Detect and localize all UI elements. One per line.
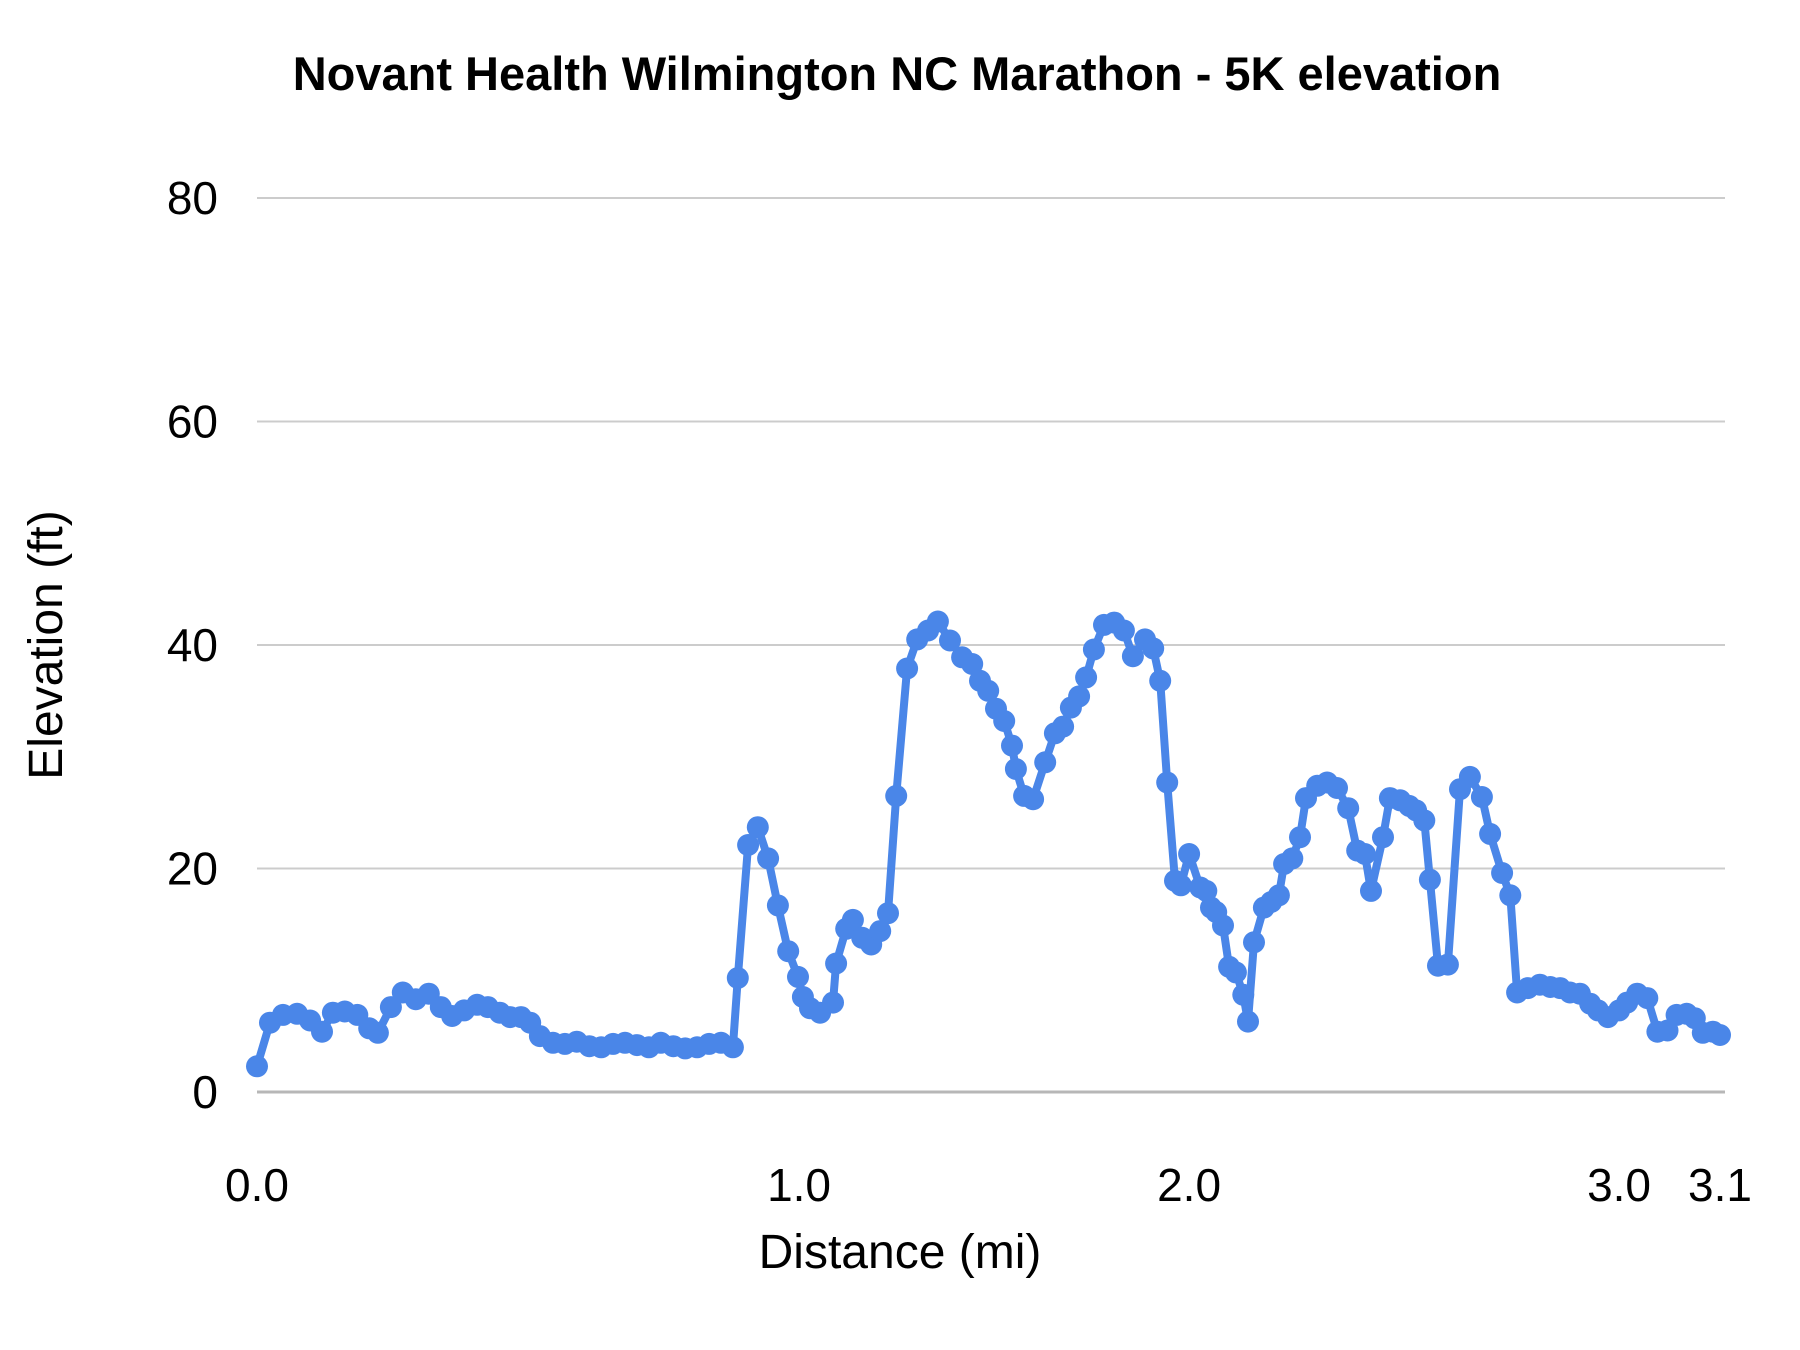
data-point xyxy=(1075,666,1098,689)
data-point xyxy=(1212,914,1234,937)
y-tick-label-40: 40 xyxy=(167,619,218,671)
data-point xyxy=(1022,788,1045,811)
data-point xyxy=(746,816,769,839)
data-point xyxy=(1470,786,1493,808)
data-point xyxy=(885,784,908,807)
data-point xyxy=(1353,843,1376,865)
x-axis-title: Distance (mi) xyxy=(759,1226,1042,1279)
y-axis-tick-labels: 0 20 40 60 80 xyxy=(167,172,218,1118)
data-point xyxy=(993,710,1016,732)
data-point xyxy=(1112,619,1135,642)
data-point xyxy=(1436,953,1459,976)
data-point xyxy=(1178,843,1201,865)
data-point xyxy=(1142,637,1165,660)
data-point xyxy=(1281,847,1304,870)
data-point xyxy=(737,834,760,856)
data-point xyxy=(246,1055,268,1078)
data-point xyxy=(1149,669,1172,692)
data-point xyxy=(877,902,899,925)
x-tick-label-3.1: 3.1 xyxy=(1688,1159,1752,1211)
data-point xyxy=(1001,734,1023,757)
data-point xyxy=(825,952,848,975)
data-point xyxy=(1418,868,1441,891)
x-tick-label-1.0: 1.0 xyxy=(767,1159,831,1211)
data-point xyxy=(1224,961,1247,984)
data-point xyxy=(1458,765,1481,788)
data-point xyxy=(1121,645,1144,668)
data-point xyxy=(926,610,949,633)
data-point xyxy=(1068,685,1091,708)
data-point xyxy=(1267,884,1290,907)
data-point xyxy=(939,629,961,652)
data-point xyxy=(787,965,809,988)
data-point xyxy=(1156,771,1179,794)
data-point xyxy=(1413,809,1436,832)
data-point xyxy=(1479,822,1502,845)
data-point xyxy=(1491,862,1514,884)
data-point xyxy=(1232,983,1255,1006)
data-point xyxy=(1636,987,1659,1010)
data-point xyxy=(721,1036,744,1059)
data-point xyxy=(766,894,789,917)
x-tick-label-2.0: 2.0 xyxy=(1157,1159,1221,1211)
data-point xyxy=(1052,715,1075,738)
data-point xyxy=(869,920,892,943)
y-tick-label-80: 80 xyxy=(167,172,218,224)
data-point xyxy=(1237,1010,1259,1033)
data-point xyxy=(1326,777,1348,799)
data-point xyxy=(1709,1024,1731,1046)
data-point xyxy=(1169,874,1192,897)
x-tick-label-3.0: 3.0 xyxy=(1587,1159,1651,1211)
elevation-series xyxy=(246,610,1731,1078)
data-point xyxy=(1372,826,1394,849)
x-tick-label-0.0: 0.0 xyxy=(225,1159,289,1211)
data-point xyxy=(726,967,749,989)
data-point xyxy=(1082,638,1105,661)
data-point xyxy=(1337,797,1360,820)
data-point xyxy=(1360,879,1382,902)
data-point xyxy=(1243,931,1265,954)
data-point xyxy=(1499,884,1522,907)
data-point xyxy=(1034,751,1057,774)
y-tick-label-0: 0 xyxy=(192,1066,218,1118)
x-axis-tick-labels: 0.0 1.0 2.0 3.0 3.1 xyxy=(225,1159,1752,1211)
data-point xyxy=(977,679,1000,702)
data-point xyxy=(311,1020,333,1043)
data-point xyxy=(896,657,919,680)
data-point xyxy=(1289,826,1311,849)
chart-title: Novant Health Wilmington NC Marathon - 5… xyxy=(293,47,1502,100)
data-point xyxy=(1004,758,1027,780)
data-point xyxy=(822,991,844,1014)
y-axis-title: Elevation (ft) xyxy=(20,510,73,779)
data-point xyxy=(841,908,864,931)
gridlines xyxy=(257,197,1725,1094)
data-point xyxy=(961,653,984,675)
y-tick-label-60: 60 xyxy=(167,396,218,448)
y-tick-label-20: 20 xyxy=(167,843,218,895)
data-point xyxy=(757,847,780,870)
data-point xyxy=(777,940,800,963)
data-point xyxy=(366,1021,389,1044)
data-point xyxy=(379,996,402,1019)
data-point xyxy=(1195,879,1218,902)
